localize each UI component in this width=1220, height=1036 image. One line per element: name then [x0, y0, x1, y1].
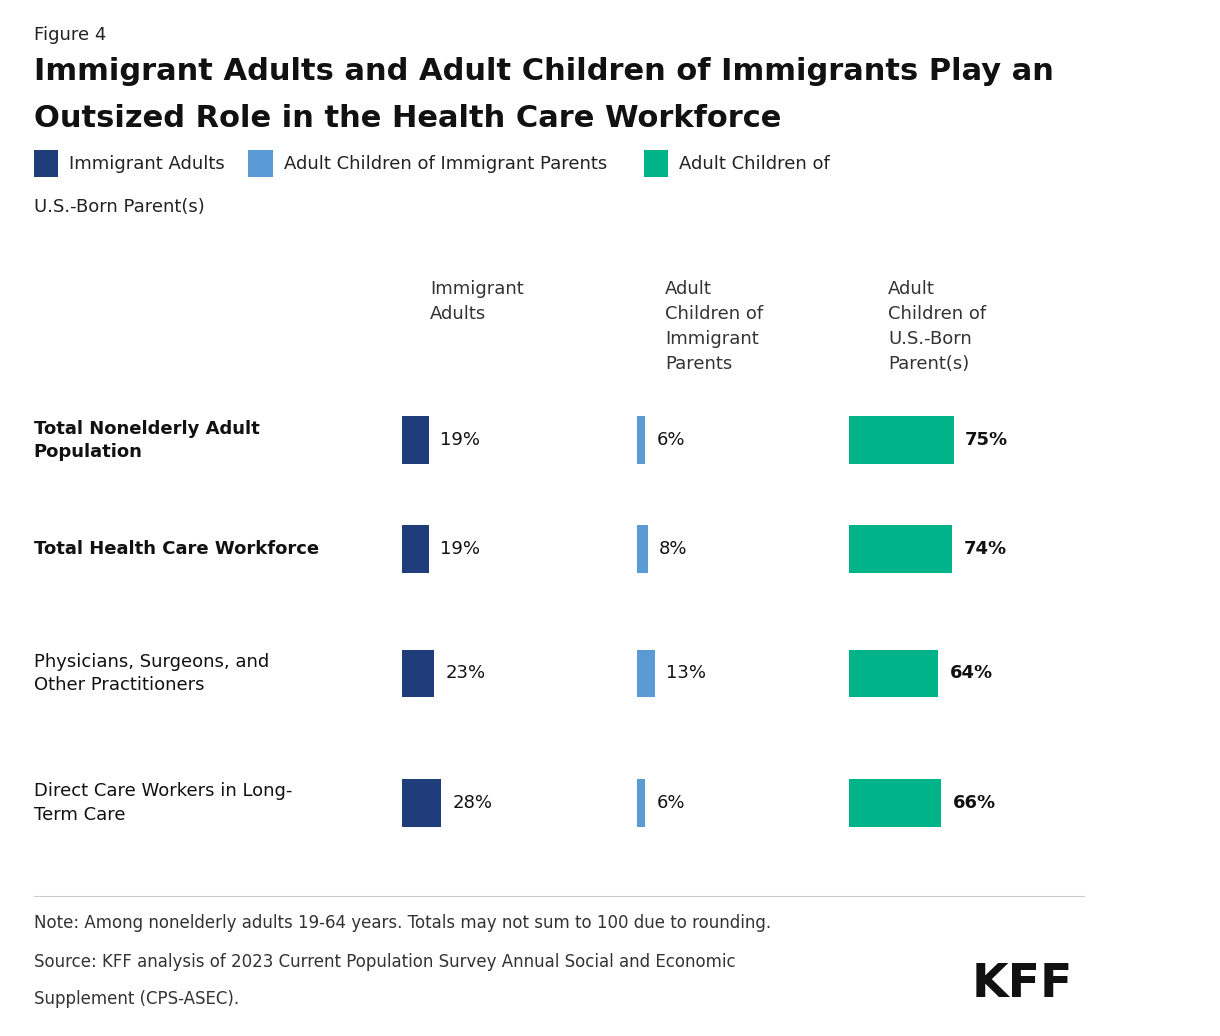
Text: 6%: 6% [656, 794, 684, 812]
FancyBboxPatch shape [849, 650, 938, 697]
Text: Source: KFF analysis of 2023 Current Population Survey Annual Social and Economi: Source: KFF analysis of 2023 Current Pop… [33, 953, 736, 971]
FancyBboxPatch shape [637, 525, 648, 573]
FancyBboxPatch shape [637, 779, 645, 827]
Text: Outsized Role in the Health Care Workforce: Outsized Role in the Health Care Workfor… [33, 104, 781, 133]
FancyBboxPatch shape [637, 416, 645, 464]
Text: Immigrant Adults: Immigrant Adults [70, 154, 224, 173]
Text: KFF: KFF [971, 962, 1072, 1007]
Text: Adult Children of Immigrant Parents: Adult Children of Immigrant Parents [284, 154, 608, 173]
Text: 75%: 75% [965, 431, 1008, 450]
Text: Adult Children of: Adult Children of [680, 154, 830, 173]
FancyBboxPatch shape [248, 150, 272, 177]
Text: Total Health Care Workforce: Total Health Care Workforce [33, 540, 318, 558]
FancyBboxPatch shape [33, 150, 59, 177]
Text: Supplement (CPS-ASEC).: Supplement (CPS-ASEC). [33, 990, 239, 1008]
Text: Note: Among nonelderly adults 19-64 years. Totals may not sum to 100 due to roun: Note: Among nonelderly adults 19-64 year… [33, 914, 771, 931]
FancyBboxPatch shape [643, 150, 669, 177]
Text: 19%: 19% [440, 431, 479, 450]
FancyBboxPatch shape [849, 779, 942, 827]
FancyBboxPatch shape [403, 779, 442, 827]
Text: 19%: 19% [440, 540, 479, 558]
Text: U.S.-Born Parent(s): U.S.-Born Parent(s) [33, 198, 204, 217]
FancyBboxPatch shape [403, 650, 434, 697]
FancyBboxPatch shape [637, 650, 655, 697]
Text: 13%: 13% [666, 664, 706, 683]
Text: 8%: 8% [659, 540, 688, 558]
Text: Immigrant
Adults: Immigrant Adults [431, 280, 523, 323]
Text: 66%: 66% [953, 794, 996, 812]
Text: Figure 4: Figure 4 [33, 26, 106, 44]
Text: Physicians, Surgeons, and
Other Practitioners: Physicians, Surgeons, and Other Practiti… [33, 653, 268, 694]
Text: 64%: 64% [949, 664, 993, 683]
Text: Adult
Children of
Immigrant
Parents: Adult Children of Immigrant Parents [665, 280, 762, 373]
FancyBboxPatch shape [403, 416, 428, 464]
Text: Adult
Children of
U.S.-Born
Parent(s): Adult Children of U.S.-Born Parent(s) [888, 280, 986, 373]
Text: 6%: 6% [656, 431, 684, 450]
Text: Direct Care Workers in Long-
Term Care: Direct Care Workers in Long- Term Care [33, 782, 292, 824]
FancyBboxPatch shape [849, 525, 953, 573]
Text: 74%: 74% [964, 540, 1006, 558]
FancyBboxPatch shape [849, 416, 954, 464]
Text: Total Nonelderly Adult
Population: Total Nonelderly Adult Population [33, 420, 260, 461]
Text: Immigrant Adults and Adult Children of Immigrants Play an: Immigrant Adults and Adult Children of I… [33, 57, 1053, 86]
Text: 28%: 28% [453, 794, 493, 812]
Text: 23%: 23% [445, 664, 486, 683]
FancyBboxPatch shape [403, 525, 428, 573]
